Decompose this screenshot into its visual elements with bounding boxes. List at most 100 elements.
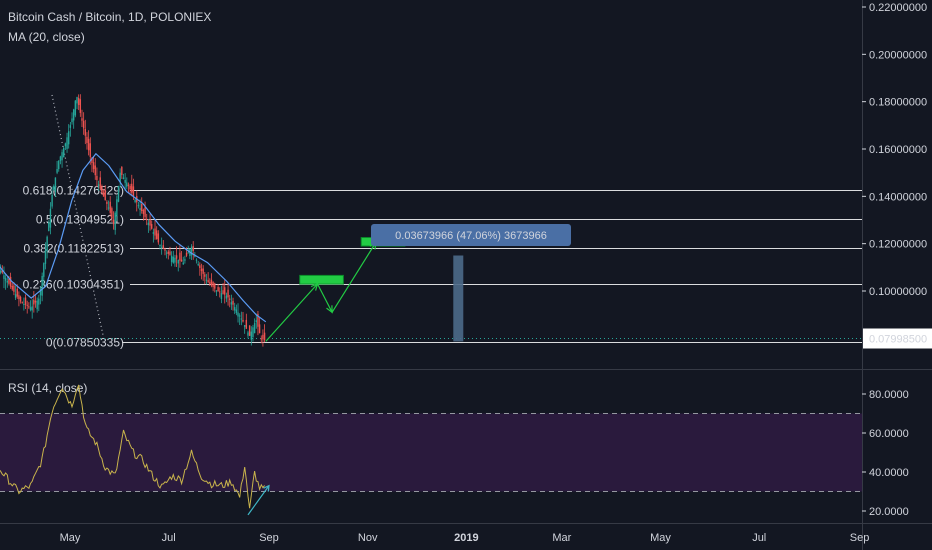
candle-body[interactable]: [147, 222, 150, 226]
candle-body[interactable]: [185, 252, 188, 256]
candle-body[interactable]: [222, 290, 224, 294]
candle-body[interactable]: [114, 212, 116, 231]
rsi-trend-arrow[interactable]: [247, 485, 270, 516]
candle-body[interactable]: [68, 131, 70, 145]
candle-body[interactable]: [175, 255, 178, 259]
candle-body[interactable]: [49, 208, 52, 228]
rsi-legend[interactable]: RSI (14, close): [8, 381, 88, 395]
candle-body[interactable]: [4, 278, 7, 281]
candle-body[interactable]: [87, 138, 90, 151]
candle-body[interactable]: [167, 251, 170, 254]
candle-body[interactable]: [232, 300, 234, 305]
candle-body[interactable]: [204, 274, 206, 277]
candle-body[interactable]: [154, 228, 156, 236]
candle-body[interactable]: [126, 182, 128, 187]
candle-body[interactable]: [182, 262, 184, 265]
candle-body[interactable]: [144, 207, 146, 217]
candle-body[interactable]: [200, 268, 203, 271]
candle-body[interactable]: [51, 194, 53, 207]
candle-body[interactable]: [0, 270, 2, 273]
candle-body[interactable]: [44, 250, 47, 264]
candle-body[interactable]: [111, 208, 113, 219]
candle-body[interactable]: [263, 332, 266, 341]
candle-body[interactable]: [152, 232, 155, 234]
candle-body[interactable]: [237, 312, 239, 317]
candle-body[interactable]: [248, 325, 251, 336]
candle-body[interactable]: [142, 209, 145, 214]
candle-body[interactable]: [217, 287, 219, 292]
candle-body[interactable]: [58, 160, 60, 170]
candle-body[interactable]: [238, 315, 241, 317]
candle-body[interactable]: [29, 307, 32, 311]
candle-body[interactable]: [46, 236, 48, 251]
candle-body[interactable]: [102, 192, 105, 197]
candle-body[interactable]: [247, 332, 249, 336]
candle-body[interactable]: [151, 224, 153, 229]
candle-body[interactable]: [169, 251, 171, 255]
candle-body[interactable]: [194, 255, 196, 257]
candle-body[interactable]: [252, 327, 254, 337]
dotted-trendline[interactable]: [51, 94, 104, 336]
candle-body[interactable]: [14, 294, 17, 298]
candle-body[interactable]: [177, 259, 179, 264]
candle-body[interactable]: [122, 177, 125, 180]
candle-body[interactable]: [53, 185, 55, 191]
candle-body[interactable]: [24, 297, 27, 305]
candle-body[interactable]: [149, 219, 151, 226]
rsi-line[interactable]: [0, 384, 265, 509]
candle-body[interactable]: [66, 137, 68, 149]
candle-body[interactable]: [215, 290, 218, 292]
candle-body[interactable]: [6, 280, 8, 283]
candle-body[interactable]: [31, 306, 33, 311]
candle-body[interactable]: [258, 324, 261, 334]
candle-body[interactable]: [180, 259, 183, 262]
candle-body[interactable]: [197, 264, 199, 266]
candle-body[interactable]: [19, 296, 22, 302]
measure-bar[interactable]: [453, 255, 464, 342]
candle-body[interactable]: [61, 152, 63, 161]
candle-body[interactable]: [38, 298, 40, 305]
candle-body[interactable]: [3, 275, 5, 279]
candle-body[interactable]: [131, 183, 133, 193]
candle-body[interactable]: [48, 222, 50, 232]
candle-body[interactable]: [192, 246, 194, 251]
candle-body[interactable]: [174, 257, 176, 263]
candle-body[interactable]: [242, 319, 244, 322]
candle-body[interactable]: [257, 313, 259, 327]
candle-body[interactable]: [119, 172, 121, 183]
candle-body[interactable]: [39, 288, 42, 296]
candle-body[interactable]: [34, 300, 37, 303]
candle-body[interactable]: [227, 289, 229, 298]
candle-body[interactable]: [240, 318, 243, 320]
candle-body[interactable]: [8, 278, 10, 284]
candle-body[interactable]: [243, 325, 246, 327]
candle-body[interactable]: [229, 298, 231, 300]
candle-body[interactable]: [209, 282, 211, 284]
candle-body[interactable]: [139, 208, 141, 211]
candle-body[interactable]: [212, 282, 214, 287]
candle-body[interactable]: [230, 302, 233, 305]
candle-body[interactable]: [187, 252, 189, 254]
candle-body[interactable]: [184, 259, 186, 261]
candle-body[interactable]: [28, 306, 30, 308]
candle-body[interactable]: [63, 147, 65, 158]
candle-body[interactable]: [69, 125, 72, 128]
candle-body[interactable]: [56, 168, 58, 173]
candle-body[interactable]: [1, 269, 4, 273]
candle-body[interactable]: [160, 246, 163, 248]
candle-body[interactable]: [224, 287, 226, 295]
ma-legend[interactable]: MA (20, close): [8, 30, 85, 44]
candle-body[interactable]: [109, 201, 111, 213]
candle-body[interactable]: [157, 233, 160, 243]
candle-body[interactable]: [43, 263, 45, 277]
candle-body[interactable]: [16, 288, 18, 297]
candle-body[interactable]: [117, 185, 120, 202]
candle-body[interactable]: [91, 157, 93, 163]
candle-body[interactable]: [127, 184, 130, 186]
candle-body[interactable]: [124, 179, 126, 183]
candle-body[interactable]: [96, 175, 98, 181]
candle-body[interactable]: [205, 279, 208, 281]
candle-body[interactable]: [59, 156, 62, 161]
candle-body[interactable]: [164, 249, 166, 251]
candle-body[interactable]: [190, 246, 193, 256]
